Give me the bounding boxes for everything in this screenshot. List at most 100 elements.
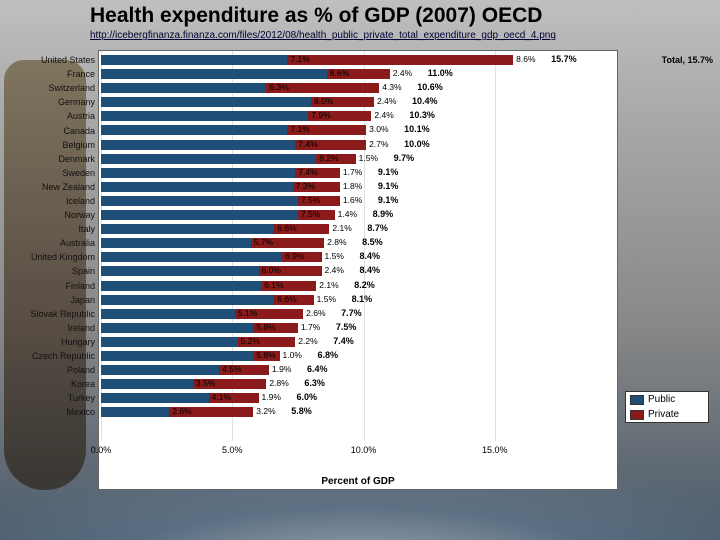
public-bar (101, 55, 287, 65)
country-label: Turkey (3, 393, 95, 403)
country-label: Spain (3, 266, 95, 276)
slide-container: Health expenditure as % of GDP (2007) OE… (0, 0, 720, 540)
total-value-label: 8.9% (373, 209, 394, 219)
total-value-label: 6.3% (304, 378, 325, 388)
private-value-label: 1.7% (343, 167, 362, 177)
public-bar (101, 125, 287, 135)
country-label: Australia (3, 238, 95, 248)
public-bar (101, 281, 261, 291)
private-value-label: 2.2% (298, 336, 317, 346)
total-value-label: 5.8% (291, 406, 312, 416)
chart-row: Turkey4.1%1.9%6.0% (99, 391, 617, 405)
slide-title: Health expenditure as % of GDP (2007) OE… (90, 4, 710, 28)
country-label: Mexico (3, 407, 95, 417)
total-value-label: 9.1% (378, 181, 399, 191)
x-tick-label: 15.0% (482, 445, 508, 455)
private-value-label: 1.5% (325, 251, 344, 261)
chart-row: Japan6.6%1.5%8.1% (99, 293, 617, 307)
total-value-label: 7.4% (333, 336, 354, 346)
public-value-label: 5.7% (254, 237, 273, 247)
private-value-label: 2.1% (319, 280, 338, 290)
public-bar (101, 266, 259, 276)
bar-group (101, 83, 379, 93)
public-value-label: 4.1% (212, 392, 231, 402)
chart-row: Canada7.1%3.0%10.1% (99, 123, 617, 137)
private-bar (287, 55, 513, 65)
public-value-label: 7.9% (311, 110, 330, 120)
public-bar (101, 97, 311, 107)
country-label: Ireland (3, 323, 95, 333)
x-tick-label: 10.0% (351, 445, 377, 455)
public-value-label: 2.6% (172, 406, 191, 416)
chart-row: Hungary5.2%2.2%7.4% (99, 335, 617, 349)
total-value-label: 8.4% (360, 265, 381, 275)
country-label: United States (3, 55, 95, 65)
public-value-label: 8.2% (319, 153, 338, 163)
public-bar (101, 379, 193, 389)
total-annotation: Total, 15.7% (662, 55, 713, 65)
bar-group (101, 210, 335, 220)
chart-row: Slovak Republic5.1%2.6%7.7% (99, 307, 617, 321)
bar-group (101, 238, 324, 248)
bar-group (101, 154, 356, 164)
public-value-label: 4.5% (222, 364, 241, 374)
private-value-label: 1.6% (343, 195, 362, 205)
total-value-label: 7.7% (341, 308, 362, 318)
public-bar (101, 182, 293, 192)
private-value-label: 1.9% (272, 364, 291, 374)
public-bar (101, 111, 308, 121)
legend-item: Public (626, 392, 708, 407)
chart-row: Italy6.6%2.1%8.7% (99, 222, 617, 236)
source-link[interactable]: http://icebergfinanza.finanza.com/files/… (90, 30, 710, 41)
public-bar (101, 337, 238, 347)
public-value-label: 7.4% (298, 139, 317, 149)
legend-item: Private (626, 407, 708, 422)
chart-row: Czech Republic5.8%1.0%6.8% (99, 349, 617, 363)
public-value-label: 6.6% (277, 223, 296, 233)
bar-group (101, 125, 366, 135)
public-bar (101, 224, 274, 234)
private-value-label: 2.8% (327, 237, 346, 247)
private-value-label: 2.1% (332, 223, 351, 233)
chart-row: Finland6.1%2.1%8.2% (99, 279, 617, 293)
public-value-label: 7.1% (290, 124, 309, 134)
public-value-label: 7.1% (290, 54, 309, 64)
public-value-label: 5.1% (238, 308, 257, 318)
bar-group (101, 140, 366, 150)
country-label: New Zealand (3, 182, 95, 192)
private-value-label: 2.7% (369, 139, 388, 149)
country-label: Canada (3, 126, 95, 136)
country-label: Italy (3, 224, 95, 234)
private-value-label: 2.4% (393, 68, 412, 78)
private-value-label: 1.9% (262, 392, 281, 402)
chart-row: Ireland5.8%1.7%7.5% (99, 321, 617, 335)
public-bar (101, 351, 253, 361)
total-value-label: 9.1% (378, 195, 399, 205)
total-value-label: 15.7% (551, 54, 577, 64)
public-value-label: 6.0% (262, 265, 281, 275)
public-value-label: 5.8% (256, 322, 275, 332)
country-label: United Kingdom (3, 252, 95, 262)
public-value-label: 5.2% (241, 336, 260, 346)
total-value-label: 10.3% (409, 110, 435, 120)
public-value-label: 6.3% (269, 82, 288, 92)
country-label: Belgium (3, 140, 95, 150)
country-label: Austria (3, 111, 95, 121)
public-bar (101, 140, 295, 150)
public-bar (101, 83, 266, 93)
public-bar (101, 309, 235, 319)
chart-row: Sweden7.4%1.7%9.1% (99, 166, 617, 180)
total-value-label: 7.5% (336, 322, 357, 332)
country-label: Poland (3, 365, 95, 375)
x-axis-label: Percent of GDP (99, 476, 617, 487)
bar-group (101, 309, 303, 319)
bar-group (101, 266, 322, 276)
x-tick-label: 5.0% (222, 445, 243, 455)
public-bar (101, 365, 219, 375)
chart-row: Denmark8.2%1.5%9.7% (99, 152, 617, 166)
country-label: Germany (3, 97, 95, 107)
public-bar (101, 210, 298, 220)
country-label: Iceland (3, 196, 95, 206)
total-value-label: 8.7% (367, 223, 388, 233)
country-label: Slovak Republic (3, 309, 95, 319)
